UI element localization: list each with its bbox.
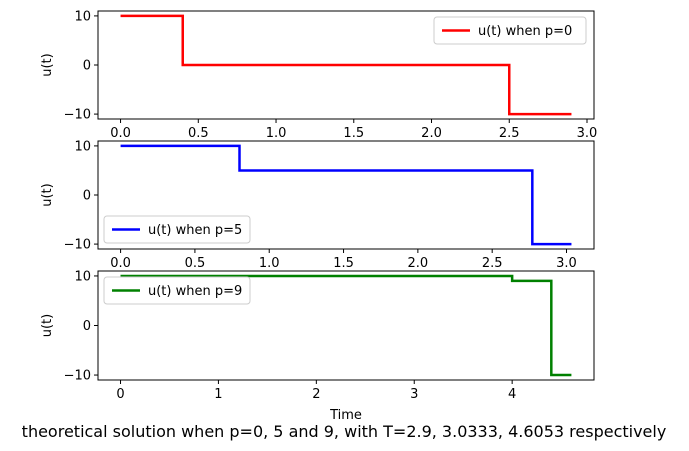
x-tick-label: 3.0	[556, 256, 577, 271]
x-tick-label: 2.5	[499, 126, 520, 141]
series-line	[120, 274, 572, 377]
x-tick-label: 2.5	[482, 256, 503, 271]
x-tick-label: 1.5	[343, 126, 364, 141]
y-tick-label: −10	[64, 108, 91, 123]
x-tick-label: 4	[508, 387, 516, 402]
legend-label: u(t) when p=5	[148, 223, 242, 238]
x-tick-label: 0.5	[188, 126, 209, 141]
x-tick-label: 2	[312, 387, 320, 402]
legend-label: u(t) when p=0	[478, 24, 572, 39]
legend: u(t) when p=9	[103, 276, 251, 305]
figure-caption: theoretical solution when p=0, 5 and 9, …	[22, 422, 667, 441]
y-tick-label: 0	[83, 319, 91, 334]
x-tick-label: 1	[214, 387, 222, 402]
x-tick-label: 2.0	[421, 126, 442, 141]
legend-box	[103, 276, 251, 305]
y-tick-label: 10	[74, 139, 91, 154]
y-tick-label: 0	[83, 59, 91, 74]
x-axis-label: Time	[329, 408, 362, 423]
x-tick-label: 1.0	[259, 256, 280, 271]
y-tick-label: 10	[74, 9, 91, 24]
y-tick-label: 10	[74, 269, 91, 284]
legend-box	[433, 16, 587, 45]
subplot-3: 0 1 2 3 4 10 0 −10 u(t) Time u(t) when p=9	[40, 269, 595, 423]
y-tick-label: −10	[64, 238, 91, 253]
x-tick-label: 0.0	[110, 256, 131, 271]
series-line	[120, 144, 572, 246]
legend: u(t) when p=5	[103, 215, 251, 244]
y-axis-label: u(t)	[40, 53, 55, 76]
x-tick-label: 3.0	[577, 126, 598, 141]
legend-label: u(t) when p=9	[148, 284, 242, 299]
subplot-1: 0.0 0.5 1.0 1.5 2.0 2.5 3.0 10 0 −10 u(t) u(t) when…	[40, 9, 597, 141]
subplot-2: 0.0 0.5 1.0 1.5 2.0 2.5 3.0 10 0 −10 u(t) u(t) when…	[40, 139, 595, 271]
x-tick-label: 1.5	[333, 256, 354, 271]
x-tick-label: 3	[410, 387, 418, 402]
legend-box	[103, 215, 251, 244]
x-tick-label: 0.0	[110, 126, 131, 141]
x-tick-label: 0.5	[185, 256, 206, 271]
x-tick-label: 2.0	[408, 256, 429, 271]
y-tick-label: 0	[83, 189, 91, 204]
y-axis-label: u(t)	[40, 314, 55, 337]
x-tick-label: 1.0	[266, 126, 287, 141]
y-axis-label: u(t)	[40, 183, 55, 206]
series-line	[120, 14, 572, 116]
legend: u(t) when p=0	[433, 16, 587, 45]
y-tick-label: −10	[64, 369, 91, 384]
x-tick-label: 0	[116, 387, 124, 402]
